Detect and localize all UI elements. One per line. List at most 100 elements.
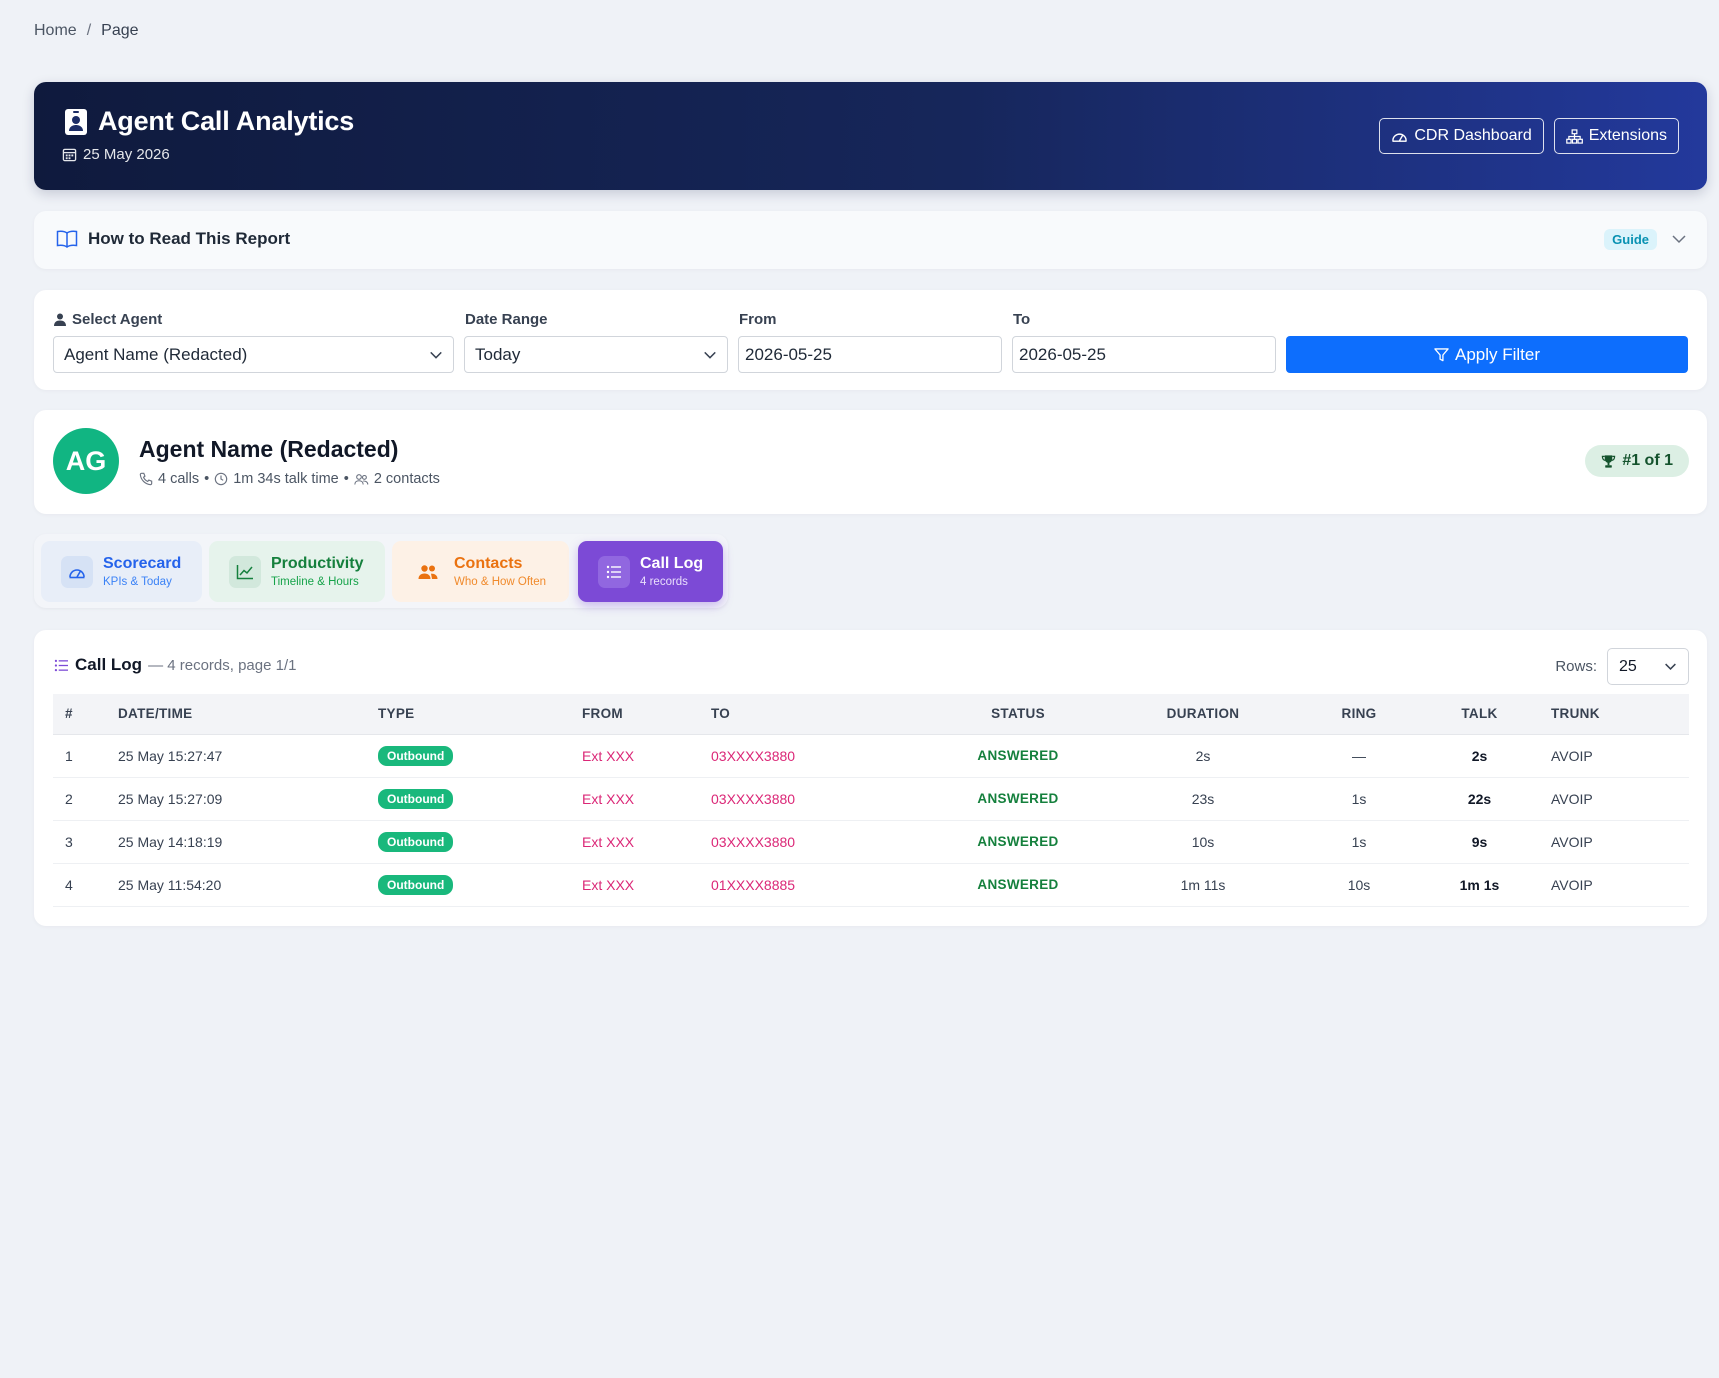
agent-select[interactable]: Agent Name (Redacted) [53, 336, 454, 373]
from-date-input[interactable]: 2026-05-25 [738, 336, 1002, 373]
table-row[interactable]: 1 25 May 15:27:47 Outbound Ext XXX 03XXX… [53, 734, 1689, 778]
agent-contacts: 2 contacts [373, 471, 440, 487]
calendar-icon [62, 147, 77, 162]
to-label: To [1013, 311, 1031, 328]
column-header-datetime[interactable]: DATE/TIME [118, 694, 378, 735]
cell-from: Ext XXX [582, 820, 711, 864]
speedometer-icon [61, 555, 93, 588]
column-header-to[interactable]: TO [711, 694, 926, 735]
line-chart-icon [229, 555, 261, 588]
page-title: Agent Call Analytics [98, 106, 355, 136]
cell-from: Ext XXX [582, 777, 711, 821]
avatar: AG [53, 428, 119, 494]
column-header-num[interactable]: # [53, 694, 118, 735]
rows-label: Rows: [1555, 658, 1597, 675]
column-header-duration[interactable]: DURATION [1110, 694, 1296, 735]
cell-type: Outbound [378, 820, 582, 864]
tab-call-log-label: Call Log [640, 555, 704, 572]
column-header-status[interactable]: STATUS [926, 694, 1110, 735]
guide-title: How to Read This Report [88, 229, 291, 248]
to-date-input[interactable]: 2026-05-25 [1012, 336, 1276, 373]
tab-call-log-sub: 4 records [640, 576, 688, 588]
tab-contacts[interactable]: Contacts Who & How Often [392, 541, 569, 602]
meta-dot: • [343, 471, 349, 487]
cell-datetime: 25 May 15:27:09 [118, 777, 378, 821]
id-badge-icon [64, 108, 88, 136]
cell-status: ANSWERED [926, 863, 1110, 907]
agent-name: Agent Name (Redacted) [139, 436, 399, 462]
cell-from: Ext XXX [582, 734, 711, 778]
tab-productivity-sub: Timeline & Hours [271, 576, 359, 588]
cell-duration: 1m 11s [1110, 863, 1296, 907]
cell-trunk: AVOIP [1537, 777, 1689, 821]
column-header-ring[interactable]: RING [1296, 694, 1422, 735]
extensions-button[interactable]: Extensions [1553, 118, 1679, 154]
rows-per-page: Rows: 25 [1555, 648, 1689, 685]
agent-meta: 4 calls • 1m 34s talk time • 2 contacts [139, 471, 440, 487]
column-header-from[interactable]: FROM [582, 694, 711, 735]
cell-num: 4 [53, 863, 118, 907]
hierarchy-icon [1565, 128, 1583, 144]
type-badge: Outbound [378, 874, 454, 895]
table-row[interactable]: 4 25 May 11:54:20 Outbound Ext XXX 01XXX… [53, 863, 1689, 907]
column-header-talk[interactable]: TALK [1422, 694, 1537, 735]
meta-dot: • [204, 471, 210, 487]
cell-datetime: 25 May 14:18:19 [118, 820, 378, 864]
breadcrumb-home[interactable]: Home [34, 22, 77, 39]
cdr-dashboard-label: CDR Dashboard [1414, 127, 1532, 144]
tab-scorecard-label: Scorecard [103, 555, 182, 572]
table-row[interactable]: 2 25 May 15:27:09 Outbound Ext XXX 03XXX… [53, 777, 1689, 821]
funnel-icon [1434, 347, 1449, 363]
date-range-label: Date Range [465, 311, 548, 328]
tab-scorecard-sub: KPIs & Today [103, 576, 172, 588]
cell-status: ANSWERED [926, 777, 1110, 821]
rows-select[interactable]: 25 [1607, 648, 1689, 685]
tab-scorecard[interactable]: Scorecard KPIs & Today [41, 541, 202, 602]
cell-num: 1 [53, 734, 118, 778]
chevron-down-icon [703, 348, 717, 362]
cdr-dashboard-button[interactable]: CDR Dashboard [1379, 118, 1544, 154]
cell-ring: 10s [1296, 863, 1422, 907]
agent-filter-label: Select Agent [54, 311, 162, 328]
column-header-type[interactable]: TYPE [378, 694, 582, 735]
rows-value: 25 [1619, 657, 1637, 675]
list-icon [54, 659, 69, 672]
call-log-table: # DATE/TIME TYPE FROM TO STATUS DURATION… [53, 694, 1689, 907]
tab-productivity[interactable]: Productivity Timeline & Hours [209, 541, 385, 602]
cell-duration: 10s [1110, 820, 1296, 864]
tab-contacts-label: Contacts [454, 555, 523, 572]
breadcrumb-current: Page [101, 22, 139, 39]
date-range-select[interactable]: Today [464, 336, 728, 373]
cell-type: Outbound [378, 734, 582, 778]
people-icon [354, 473, 369, 486]
call-log-title: Call Log [75, 655, 143, 674]
analytics-tabs: Scorecard KPIs & Today Productivity Time… [34, 534, 728, 608]
people-icon [412, 556, 444, 588]
cell-talk: 2s [1422, 734, 1537, 778]
report-guide-panel[interactable]: How to Read This Report Guide [34, 211, 1707, 269]
apply-filter-label: Apply Filter [1454, 344, 1541, 364]
tab-call-log[interactable]: Call Log 4 records [578, 541, 723, 602]
cell-num: 3 [53, 820, 118, 864]
from-label: From [739, 311, 777, 328]
type-badge: Outbound [378, 745, 454, 766]
cell-type: Outbound [378, 777, 582, 821]
table-row[interactable]: 3 25 May 14:18:19 Outbound Ext XXX 03XXX… [53, 820, 1689, 864]
cell-to: 03XXXX3880 [711, 820, 926, 864]
agent-talk-time: 1m 34s talk time [233, 471, 339, 487]
rank-label: #1 of 1 [1622, 452, 1673, 469]
cell-ring: 1s [1296, 820, 1422, 864]
header-date: 25 May 2026 [83, 146, 170, 163]
column-header-trunk[interactable]: TRUNK [1537, 694, 1689, 735]
tab-productivity-label: Productivity [271, 555, 364, 572]
chevron-down-icon[interactable] [1671, 231, 1687, 247]
list-icon [598, 555, 630, 588]
speedometer-icon [1391, 129, 1408, 143]
type-badge: Outbound [378, 831, 454, 852]
apply-filter-button[interactable]: Apply Filter [1286, 336, 1688, 373]
cell-from: Ext XXX [582, 863, 711, 907]
phone-icon [139, 472, 153, 486]
book-icon [56, 230, 78, 248]
call-log-summary: — 4 records, page 1/1 [148, 656, 297, 674]
breadcrumb: Home / Page [34, 22, 139, 40]
